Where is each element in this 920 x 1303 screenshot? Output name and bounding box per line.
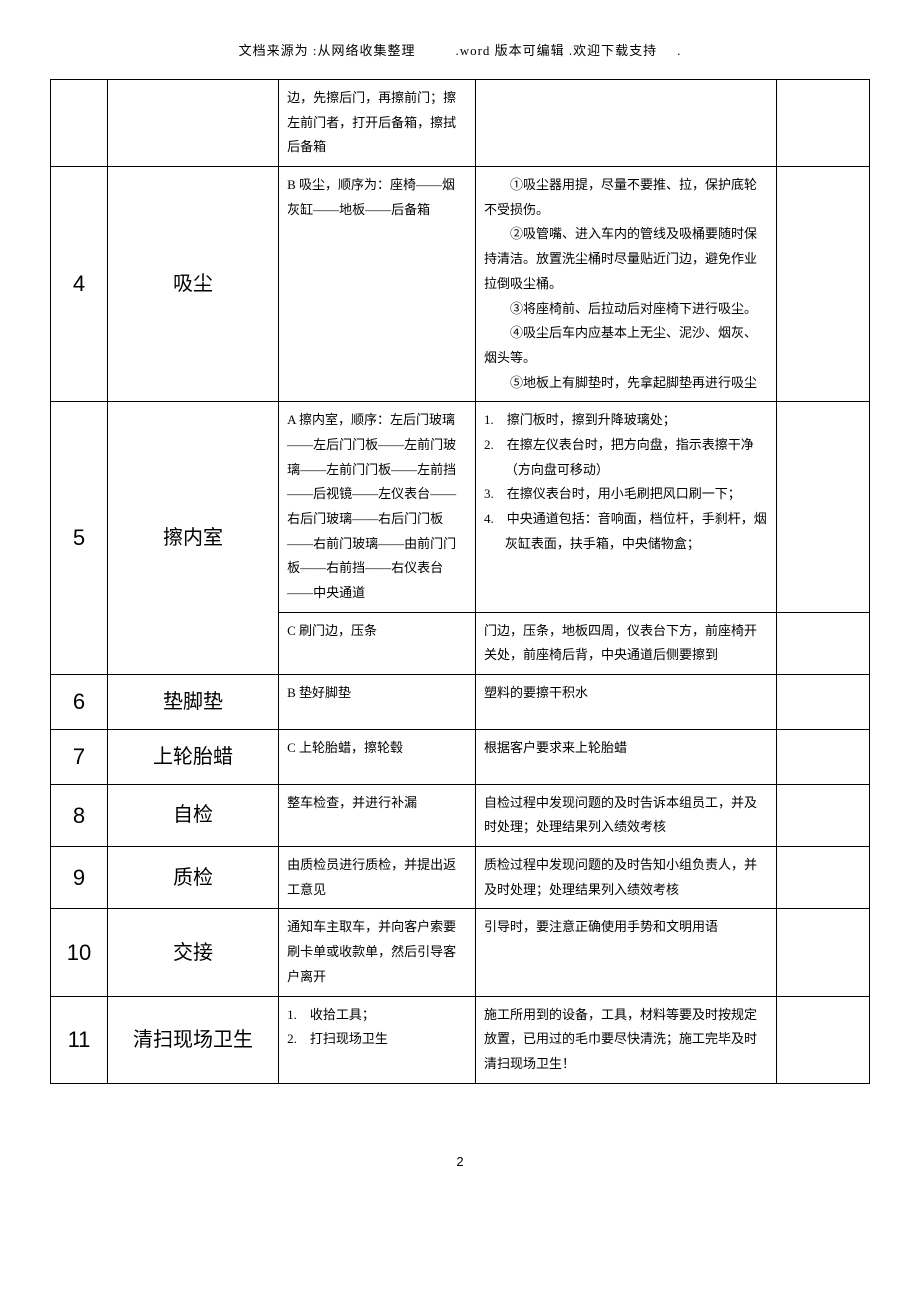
header-text: 文档来源为 :从网络收集整理 .word 版本可编辑 .欢迎下载支持. (50, 40, 870, 59)
step-extra (776, 729, 869, 784)
step-note: 塑料的要擦干积水 (476, 675, 777, 730)
row-number: 6 (51, 675, 108, 730)
row-number: 10 (51, 909, 108, 996)
step-note: 质检过程中发现问题的及时告知小组负责人，并及时处理；处理结果列入绩效考核 (476, 847, 777, 909)
step-name: 垫脚垫 (108, 675, 279, 730)
step-note: ①吸尘器用提，尽量不要推、拉，保护底轮不受损伤。 ②吸管嘴、进入车内的管线及吸桶… (476, 167, 777, 402)
step-detail: 通知车主取车，并向客户索要刷卡单或收款单，然后引导客户离开 (279, 909, 476, 996)
step-extra (776, 847, 869, 909)
step-name: 质检 (108, 847, 279, 909)
table-row: 9质检由质检员进行质检，并提出返工意见质检过程中发现问题的及时告知小组负责人，并… (51, 847, 870, 909)
table-row: 8自检整车检查，并进行补漏自检过程中发现问题的及时告诉本组员工，并及时处理；处理… (51, 784, 870, 846)
step-extra (776, 996, 869, 1083)
step-note (476, 80, 777, 167)
header-p3: . (677, 43, 681, 58)
table-row: 4吸尘B 吸尘，顺序为：座椅——烟灰缸——地板——后备箱 ①吸尘器用提，尽量不要… (51, 167, 870, 402)
step-detail: C 刷门边，压条 (279, 612, 476, 674)
step-note: 1. 擦门板时，擦到升降玻璃处；2. 在擦左仪表台时，把方向盘，指示表擦干净（方… (476, 402, 777, 613)
step-extra (776, 784, 869, 846)
step-name: 上轮胎蜡 (108, 729, 279, 784)
step-extra (776, 80, 869, 167)
step-detail: B 吸尘，顺序为：座椅——烟灰缸——地板——后备箱 (279, 167, 476, 402)
table-row: 边，先擦后门，再擦前门；擦左前门者，打开后备箱，擦拭后备箱 (51, 80, 870, 167)
page: 文档来源为 :从网络收集整理 .word 版本可编辑 .欢迎下载支持. 边，先擦后… (0, 0, 920, 1199)
step-note: 自检过程中发现问题的及时告诉本组员工，并及时处理；处理结果列入绩效考核 (476, 784, 777, 846)
row-number: 5 (51, 402, 108, 675)
table-row: 11清扫现场卫生1. 收拾工具；2. 打扫现场卫生施工所用到的设备，工具，材料等… (51, 996, 870, 1083)
table-row: 5擦内室A 擦内室，顺序：左后门玻璃——左后门门板——左前门玻璃——左前门门板—… (51, 402, 870, 613)
step-detail: 整车检查，并进行补漏 (279, 784, 476, 846)
step-name: 擦内室 (108, 402, 279, 675)
step-extra (776, 909, 869, 996)
step-detail: B 垫好脚垫 (279, 675, 476, 730)
table-row: 7上轮胎蜡C 上轮胎蜡，擦轮毂根据客户要求来上轮胎蜡 (51, 729, 870, 784)
step-name: 清扫现场卫生 (108, 996, 279, 1083)
step-detail: A 擦内室，顺序：左后门玻璃——左后门门板——左前门玻璃——左前门门板——左前挡… (279, 402, 476, 613)
step-name: 自检 (108, 784, 279, 846)
step-detail: C 上轮胎蜡，擦轮毂 (279, 729, 476, 784)
row-number: 9 (51, 847, 108, 909)
step-extra (776, 612, 869, 674)
row-number: 4 (51, 167, 108, 402)
table-row: 6垫脚垫B 垫好脚垫塑料的要擦干积水 (51, 675, 870, 730)
page-number: 2 (50, 1154, 870, 1169)
step-note: 门边，压条，地板四周，仪表台下方，前座椅开关处，前座椅后背，中央通道后侧要擦到 (476, 612, 777, 674)
step-note: 根据客户要求来上轮胎蜡 (476, 729, 777, 784)
header-p1: 文档来源为 :从网络收集整理 (239, 43, 416, 58)
step-extra (776, 675, 869, 730)
step-name: 吸尘 (108, 167, 279, 402)
row-number: 8 (51, 784, 108, 846)
row-number: 7 (51, 729, 108, 784)
row-number (51, 80, 108, 167)
table-row: 10交接通知车主取车，并向客户索要刷卡单或收款单，然后引导客户离开引导时，要注意… (51, 909, 870, 996)
step-note: 引导时，要注意正确使用手势和文明用语 (476, 909, 777, 996)
step-name (108, 80, 279, 167)
step-detail: 由质检员进行质检，并提出返工意见 (279, 847, 476, 909)
row-number: 11 (51, 996, 108, 1083)
header-p2: .word 版本可编辑 .欢迎下载支持 (455, 43, 657, 58)
step-detail: 边，先擦后门，再擦前门；擦左前门者，打开后备箱，擦拭后备箱 (279, 80, 476, 167)
step-extra (776, 402, 869, 613)
step-detail: 1. 收拾工具；2. 打扫现场卫生 (279, 996, 476, 1083)
process-table: 边，先擦后门，再擦前门；擦左前门者，打开后备箱，擦拭后备箱4吸尘B 吸尘，顺序为… (50, 79, 870, 1084)
step-extra (776, 167, 869, 402)
step-name: 交接 (108, 909, 279, 996)
step-note: 施工所用到的设备，工具，材料等要及时按规定放置，已用过的毛巾要尽快清洗；施工完毕… (476, 996, 777, 1083)
